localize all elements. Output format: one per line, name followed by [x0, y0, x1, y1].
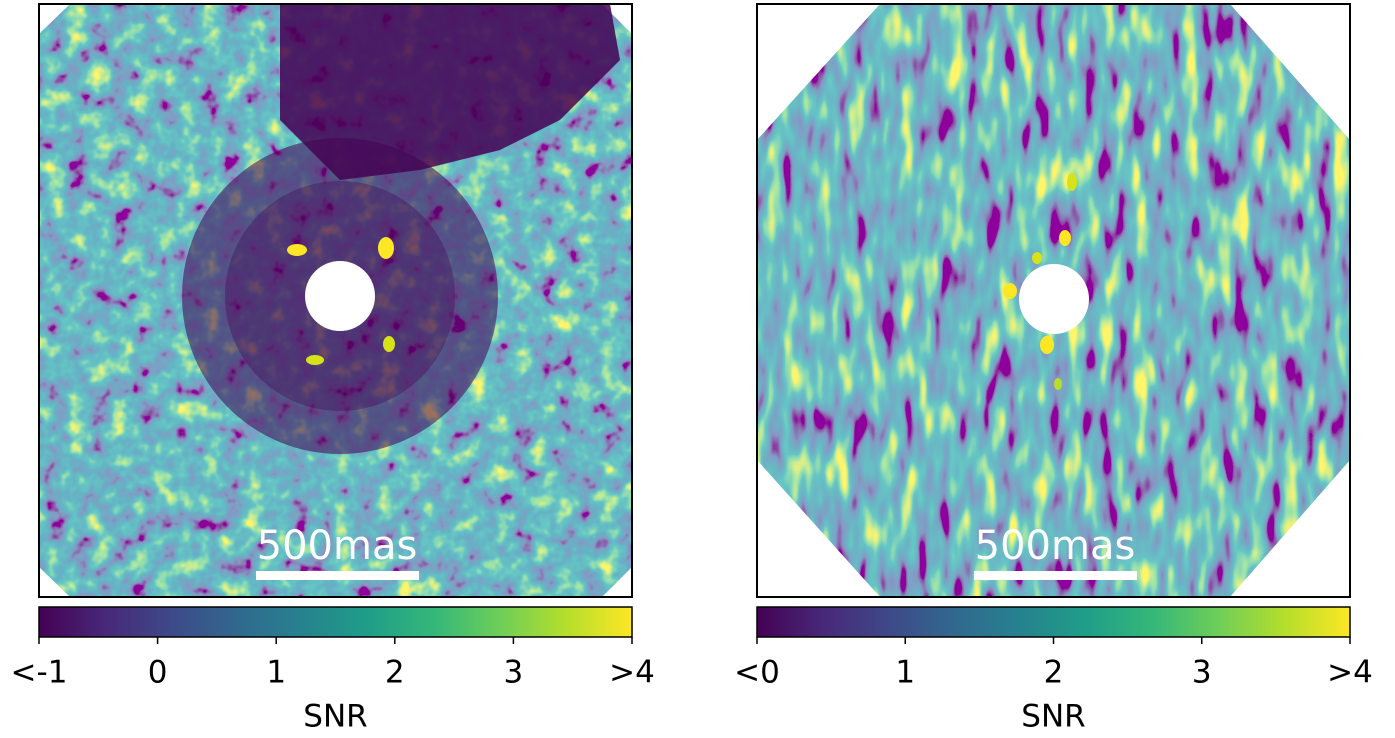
scale-bar-label: 500mas — [257, 523, 418, 569]
tick-label: 3 — [1192, 655, 1212, 691]
tick-label: 0 — [148, 655, 168, 691]
scale-bar-label: 500mas — [975, 523, 1136, 569]
axis-label: SNR — [1021, 699, 1085, 735]
tick-label: <-1 — [11, 655, 68, 691]
tick-label: 3 — [504, 655, 524, 691]
tick-label: >4 — [1327, 655, 1373, 691]
tick-label: <0 — [734, 655, 780, 691]
tick-label: 1 — [895, 655, 915, 691]
snr-map-left — [38, 3, 633, 598]
tick-label: 1 — [266, 655, 286, 691]
axis-label: SNR — [303, 699, 367, 735]
tick-label: 2 — [385, 655, 405, 691]
colorbar — [38, 606, 633, 638]
colorbar — [756, 606, 1351, 638]
tick-label: >4 — [609, 655, 655, 691]
snr-map-right — [756, 3, 1351, 598]
tick-label: 2 — [1044, 655, 1064, 691]
